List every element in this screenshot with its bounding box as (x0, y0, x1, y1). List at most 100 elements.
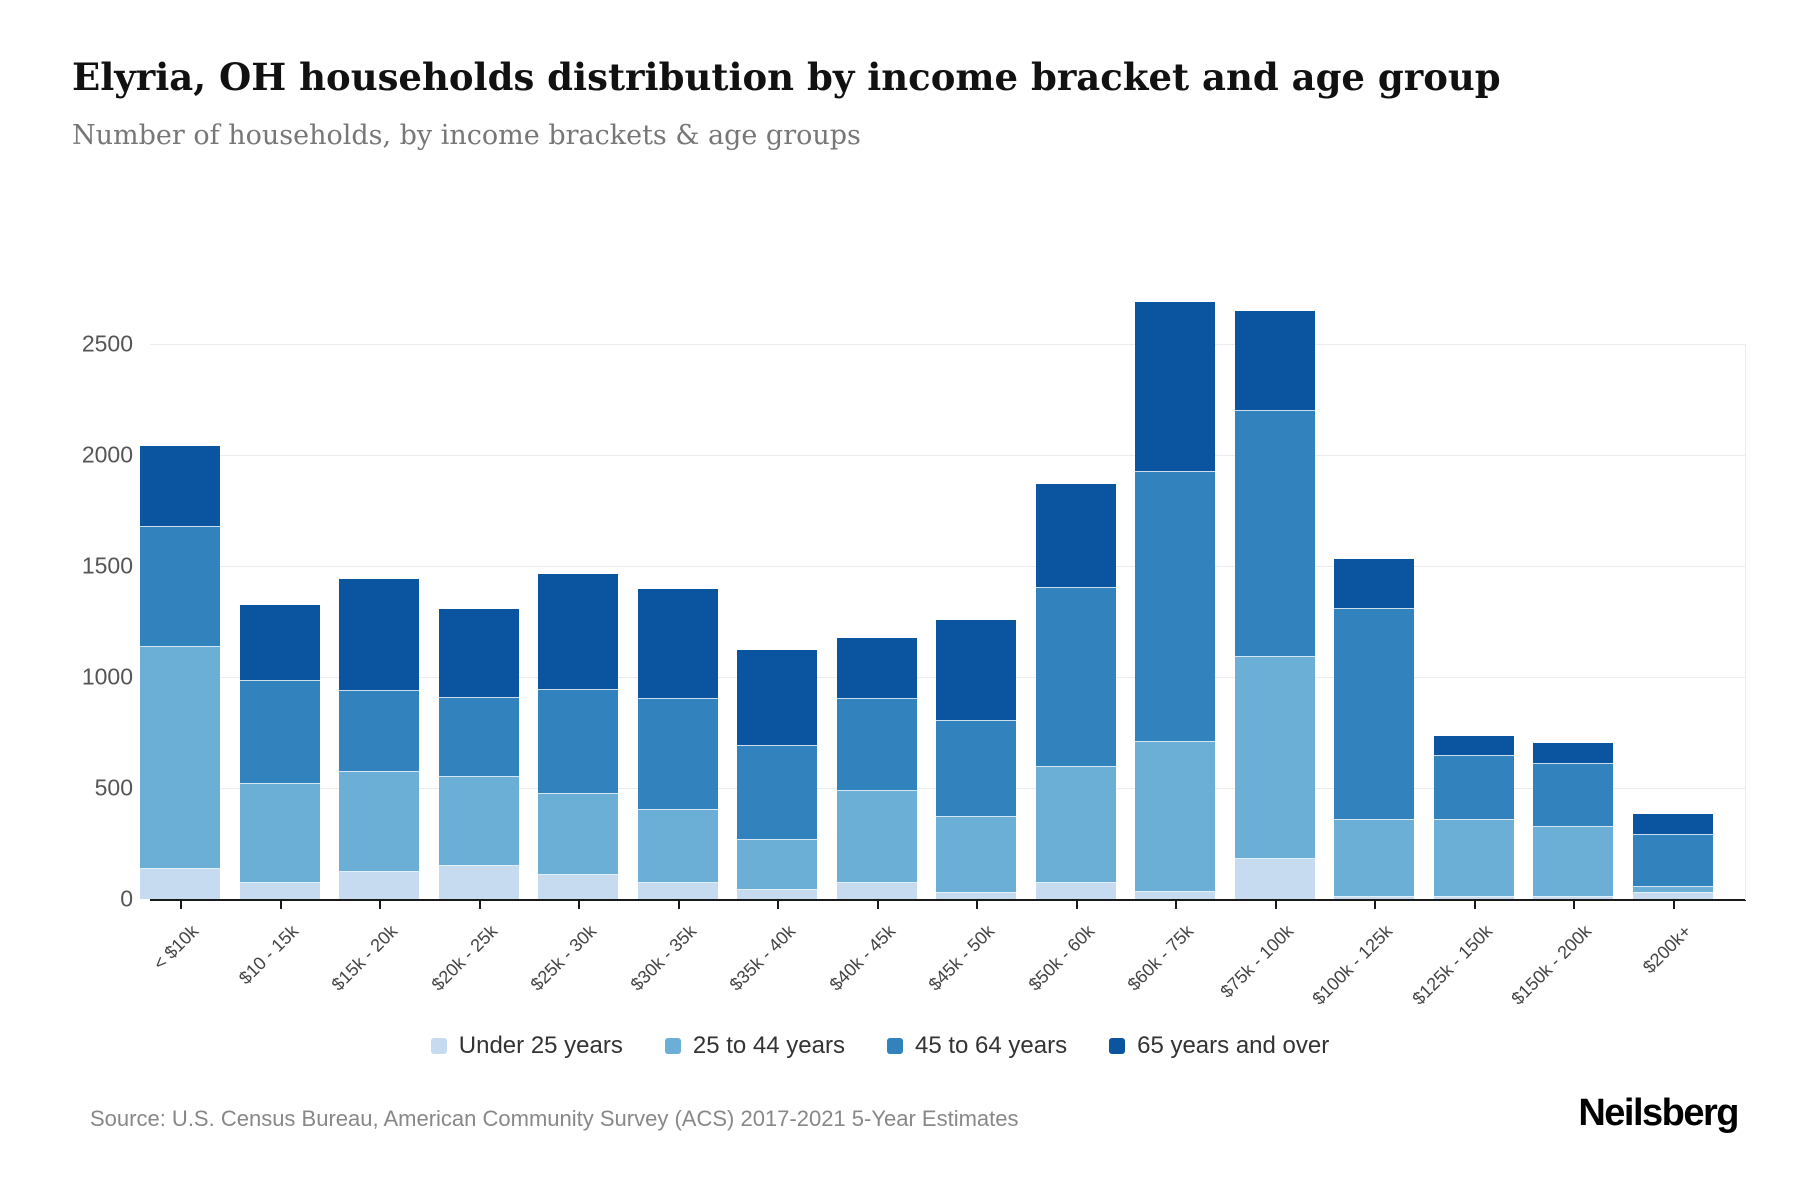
bar-segment[interactable] (1135, 301, 1216, 472)
bar-segment[interactable] (1533, 896, 1614, 899)
bar-segment[interactable] (239, 783, 320, 884)
bar-segment[interactable] (1234, 859, 1315, 899)
x-tick (180, 901, 182, 909)
bar--45k-50k[interactable] (936, 620, 1017, 899)
bar-segment[interactable] (438, 776, 519, 866)
bar-segment[interactable] (1135, 471, 1216, 743)
bar-segment[interactable] (737, 650, 818, 746)
bar-segment[interactable] (1334, 896, 1415, 899)
bar--50k-60k[interactable] (1035, 483, 1116, 899)
bar-segment[interactable] (1135, 742, 1216, 893)
bar--40k-45k[interactable] (836, 638, 917, 899)
bar-segment[interactable] (936, 620, 1017, 722)
bar-segment[interactable] (1632, 813, 1713, 835)
bar-segment[interactable] (1632, 893, 1713, 899)
x-tick-label: $15k - 20k (327, 921, 402, 995)
bar-segment[interactable] (538, 690, 619, 794)
bar-segment[interactable] (737, 745, 818, 841)
bar-segment[interactable] (140, 647, 220, 870)
bar--200k-[interactable] (1632, 813, 1713, 899)
bar-segment[interactable] (1035, 483, 1116, 589)
bar--60k-75k[interactable] (1135, 301, 1216, 899)
bar--10k[interactable] (140, 446, 220, 899)
legend-item[interactable]: 45 to 64 years (886, 1032, 1067, 1060)
bar-segment[interactable] (1135, 892, 1216, 899)
bar-segment[interactable] (1433, 735, 1514, 756)
y-tick-label: 0 (120, 885, 133, 912)
legend-label: 65 years and over (1137, 1032, 1330, 1059)
bar-segment[interactable] (339, 579, 420, 692)
x-tick-label: $20k - 25k (427, 921, 501, 995)
bar-segment[interactable] (1334, 609, 1415, 821)
bar--30k-35k[interactable] (637, 589, 718, 899)
bar-segment[interactable] (1632, 886, 1713, 894)
bar-segment[interactable] (836, 791, 917, 884)
bar-segment[interactable] (538, 793, 619, 875)
bar-segment[interactable] (1234, 310, 1315, 411)
bar-segment[interactable] (1234, 410, 1315, 658)
bar-segment[interactable] (836, 638, 917, 700)
x-tick-label: $10 - 15k (234, 921, 302, 989)
bar--15k-20k[interactable] (339, 579, 420, 899)
bar--10-15k[interactable] (239, 604, 320, 899)
bar-segment[interactable] (239, 883, 320, 899)
bar-segment[interactable] (836, 883, 917, 899)
bar-segment[interactable] (1533, 826, 1614, 897)
bar-segment[interactable] (339, 691, 420, 773)
bar--75k-100k[interactable] (1234, 310, 1315, 899)
bar-segment[interactable] (637, 883, 718, 899)
bar-segment[interactable] (538, 874, 619, 899)
bar-segment[interactable] (637, 699, 718, 811)
bar-segment[interactable] (936, 816, 1017, 894)
bar-segment[interactable] (140, 446, 220, 528)
bar-segment[interactable] (737, 890, 818, 899)
bar-segment[interactable] (936, 721, 1017, 817)
x-tick-label: $45k - 50k (924, 921, 999, 995)
bar-segment[interactable] (1433, 820, 1514, 897)
x-tick-label: $50k - 60k (1024, 921, 1098, 995)
bar--20k-25k[interactable] (438, 609, 519, 899)
bar--100k-125k[interactable] (1334, 559, 1415, 899)
bar-segment[interactable] (140, 869, 220, 899)
neilsberg-logo[interactable]: Neilsberg (1578, 1092, 1739, 1134)
bar-segment[interactable] (1433, 896, 1514, 899)
bar--125k-150k[interactable] (1433, 735, 1514, 899)
bar-segment[interactable] (1334, 559, 1415, 610)
bar-segment[interactable] (438, 609, 519, 699)
bar-segment[interactable] (239, 681, 320, 784)
y-tick-label: 2500 (81, 330, 133, 357)
bar-segment[interactable] (637, 589, 718, 700)
bar-segment[interactable] (1035, 588, 1116, 767)
bar-segment[interactable] (936, 893, 1017, 899)
bar-segment[interactable] (438, 698, 519, 777)
bar-segment[interactable] (1533, 742, 1614, 764)
bar-segment[interactable] (737, 840, 818, 891)
bar-segment[interactable] (1632, 834, 1713, 887)
bar-segment[interactable] (140, 527, 220, 648)
bar-segment[interactable] (1433, 755, 1514, 821)
bar-segment[interactable] (538, 573, 619, 691)
bar-segment[interactable] (637, 810, 718, 884)
legend-item[interactable]: 65 years and over (1109, 1032, 1329, 1060)
bar-segment[interactable] (239, 604, 320, 682)
bar-segment[interactable] (1035, 766, 1116, 884)
legend-item[interactable]: Under 25 years (430, 1032, 623, 1060)
bar-segment[interactable] (1234, 657, 1315, 860)
gridline (150, 566, 1745, 567)
bar--25k-30k[interactable] (538, 573, 619, 899)
bar--35k-40k[interactable] (737, 650, 818, 899)
x-tick-label: $30k - 35k (626, 921, 700, 995)
bar-segment[interactable] (1533, 763, 1614, 827)
bar--150k-200k[interactable] (1533, 742, 1614, 899)
x-tick (1573, 901, 1576, 909)
legend-item[interactable]: 25 to 44 years (664, 1032, 845, 1060)
bar-segment[interactable] (438, 865, 519, 899)
bar-segment[interactable] (836, 699, 917, 792)
plot-right-border (1745, 344, 1746, 900)
bar-segment[interactable] (339, 872, 420, 899)
bar-segment[interactable] (1334, 820, 1415, 897)
bar-segment[interactable] (339, 772, 420, 873)
legend-swatch-icon (886, 1038, 903, 1054)
bar-segment[interactable] (1035, 883, 1116, 899)
